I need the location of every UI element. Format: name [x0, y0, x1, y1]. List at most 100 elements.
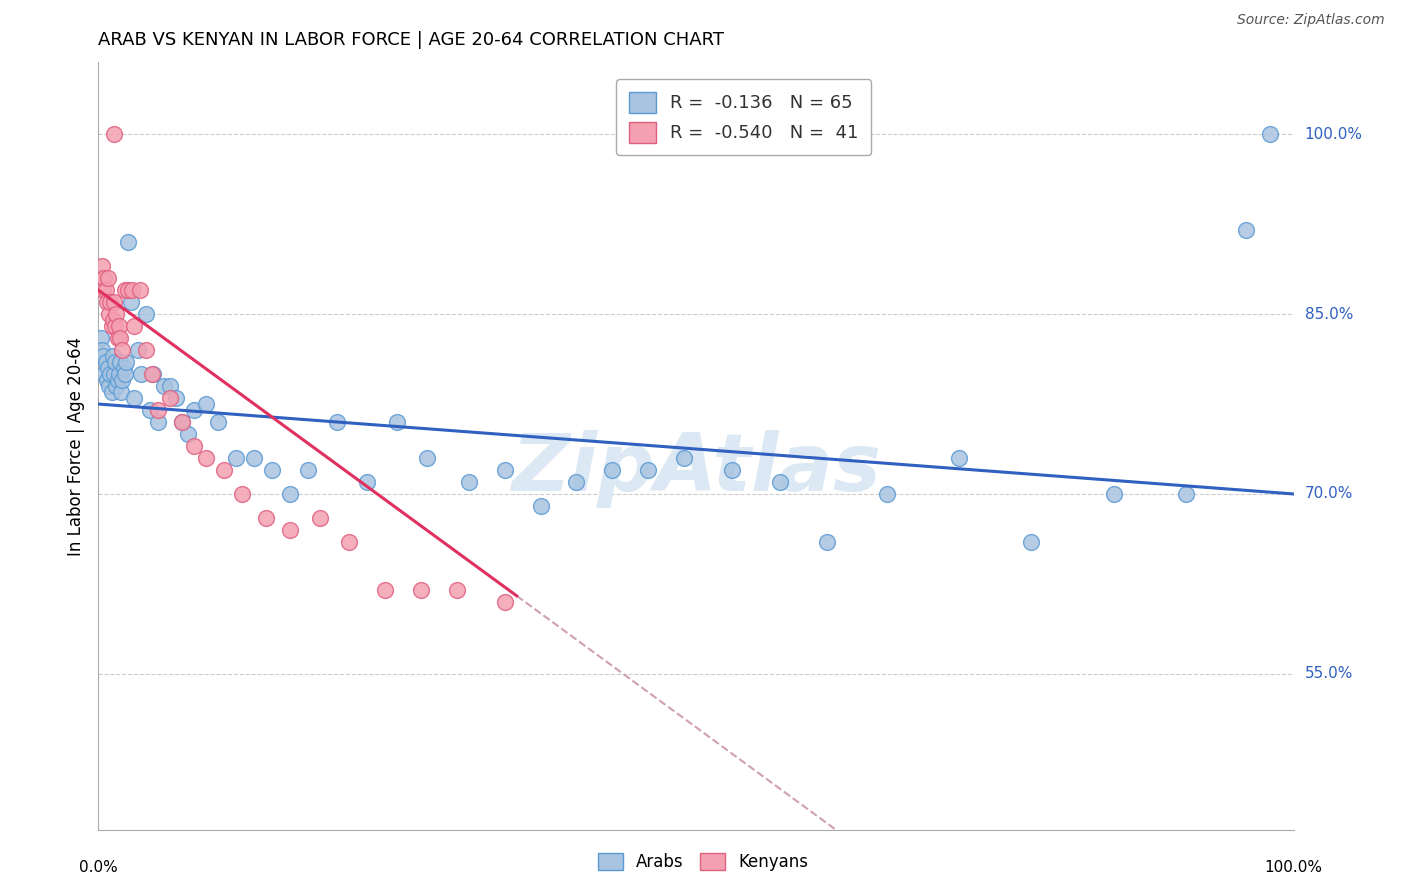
Point	[93, 367, 115, 381]
Text: 70.0%: 70.0%	[1305, 486, 1353, 501]
Point	[127, 343, 149, 358]
Point	[111, 343, 134, 358]
Point	[110, 385, 132, 400]
Point	[107, 373, 129, 387]
Point	[141, 367, 163, 381]
Point	[172, 415, 194, 429]
Point	[114, 367, 136, 381]
Point	[97, 361, 120, 376]
Point	[565, 475, 588, 489]
Text: 55.0%: 55.0%	[1305, 666, 1353, 681]
Point	[142, 367, 165, 381]
Point	[374, 582, 396, 597]
Point	[105, 307, 128, 321]
Point	[108, 331, 131, 345]
Point	[115, 355, 138, 369]
Y-axis label: In Labor Force | Age 20-64: In Labor Force | Age 20-64	[66, 336, 84, 556]
Point	[97, 271, 120, 285]
Point	[120, 295, 142, 310]
Point	[93, 271, 115, 285]
Point	[1104, 487, 1126, 501]
Point	[91, 259, 114, 273]
Point	[98, 367, 122, 381]
Point	[207, 415, 229, 429]
Point	[721, 463, 744, 477]
Point	[135, 343, 157, 358]
Point	[1175, 487, 1198, 501]
Point	[1019, 534, 1042, 549]
Point	[98, 295, 122, 310]
Point	[96, 295, 118, 310]
Point	[172, 415, 194, 429]
Point	[90, 271, 112, 285]
Point	[100, 385, 122, 400]
Point	[117, 283, 139, 297]
Point	[458, 475, 481, 489]
Point	[212, 463, 235, 477]
Point	[121, 283, 143, 297]
Point	[98, 379, 121, 393]
Point	[165, 391, 187, 405]
Point	[117, 235, 139, 250]
Point	[876, 487, 898, 501]
Point	[96, 373, 118, 387]
Point	[278, 523, 301, 537]
Point	[243, 450, 266, 465]
Point	[254, 511, 277, 525]
Point	[494, 595, 516, 609]
Point	[815, 534, 838, 549]
Point	[131, 367, 153, 381]
Point	[260, 463, 283, 477]
Point	[129, 283, 152, 297]
Point	[530, 499, 553, 513]
Point	[225, 450, 247, 465]
Text: 85.0%: 85.0%	[1305, 307, 1353, 322]
Point	[98, 307, 121, 321]
Point	[385, 415, 409, 429]
Point	[112, 361, 135, 376]
Point	[148, 415, 170, 429]
Point	[101, 349, 124, 363]
Point	[768, 475, 790, 489]
Point	[105, 379, 128, 393]
Point	[339, 534, 361, 549]
Point	[326, 415, 349, 429]
Text: Source: ZipAtlas.com: Source: ZipAtlas.com	[1237, 13, 1385, 28]
Text: 0.0%: 0.0%	[79, 860, 118, 875]
Point	[416, 450, 439, 465]
Point	[637, 463, 659, 477]
Point	[159, 379, 181, 393]
Point	[177, 427, 200, 442]
Point	[91, 283, 114, 297]
Point	[103, 367, 125, 381]
Point	[153, 379, 176, 393]
Point	[104, 355, 127, 369]
Point	[107, 367, 129, 381]
Point	[103, 295, 125, 310]
Text: 100.0%: 100.0%	[1305, 127, 1362, 142]
Point	[107, 319, 129, 334]
Point	[103, 128, 125, 142]
Point	[494, 463, 516, 477]
Point	[183, 439, 205, 453]
Point	[94, 283, 117, 297]
Point	[231, 487, 253, 501]
Point	[91, 349, 114, 363]
Point	[356, 475, 378, 489]
Point	[111, 373, 134, 387]
Point	[135, 307, 157, 321]
Point	[91, 343, 114, 358]
Point	[159, 391, 181, 405]
Point	[107, 331, 129, 345]
Point	[195, 450, 218, 465]
Point	[90, 331, 112, 345]
Point	[124, 319, 146, 334]
Point	[278, 487, 301, 501]
Point	[124, 391, 146, 405]
Point	[108, 355, 131, 369]
Point	[1258, 128, 1281, 142]
Point	[602, 463, 624, 477]
Point	[104, 319, 127, 334]
Point	[411, 582, 433, 597]
Point	[101, 313, 124, 327]
